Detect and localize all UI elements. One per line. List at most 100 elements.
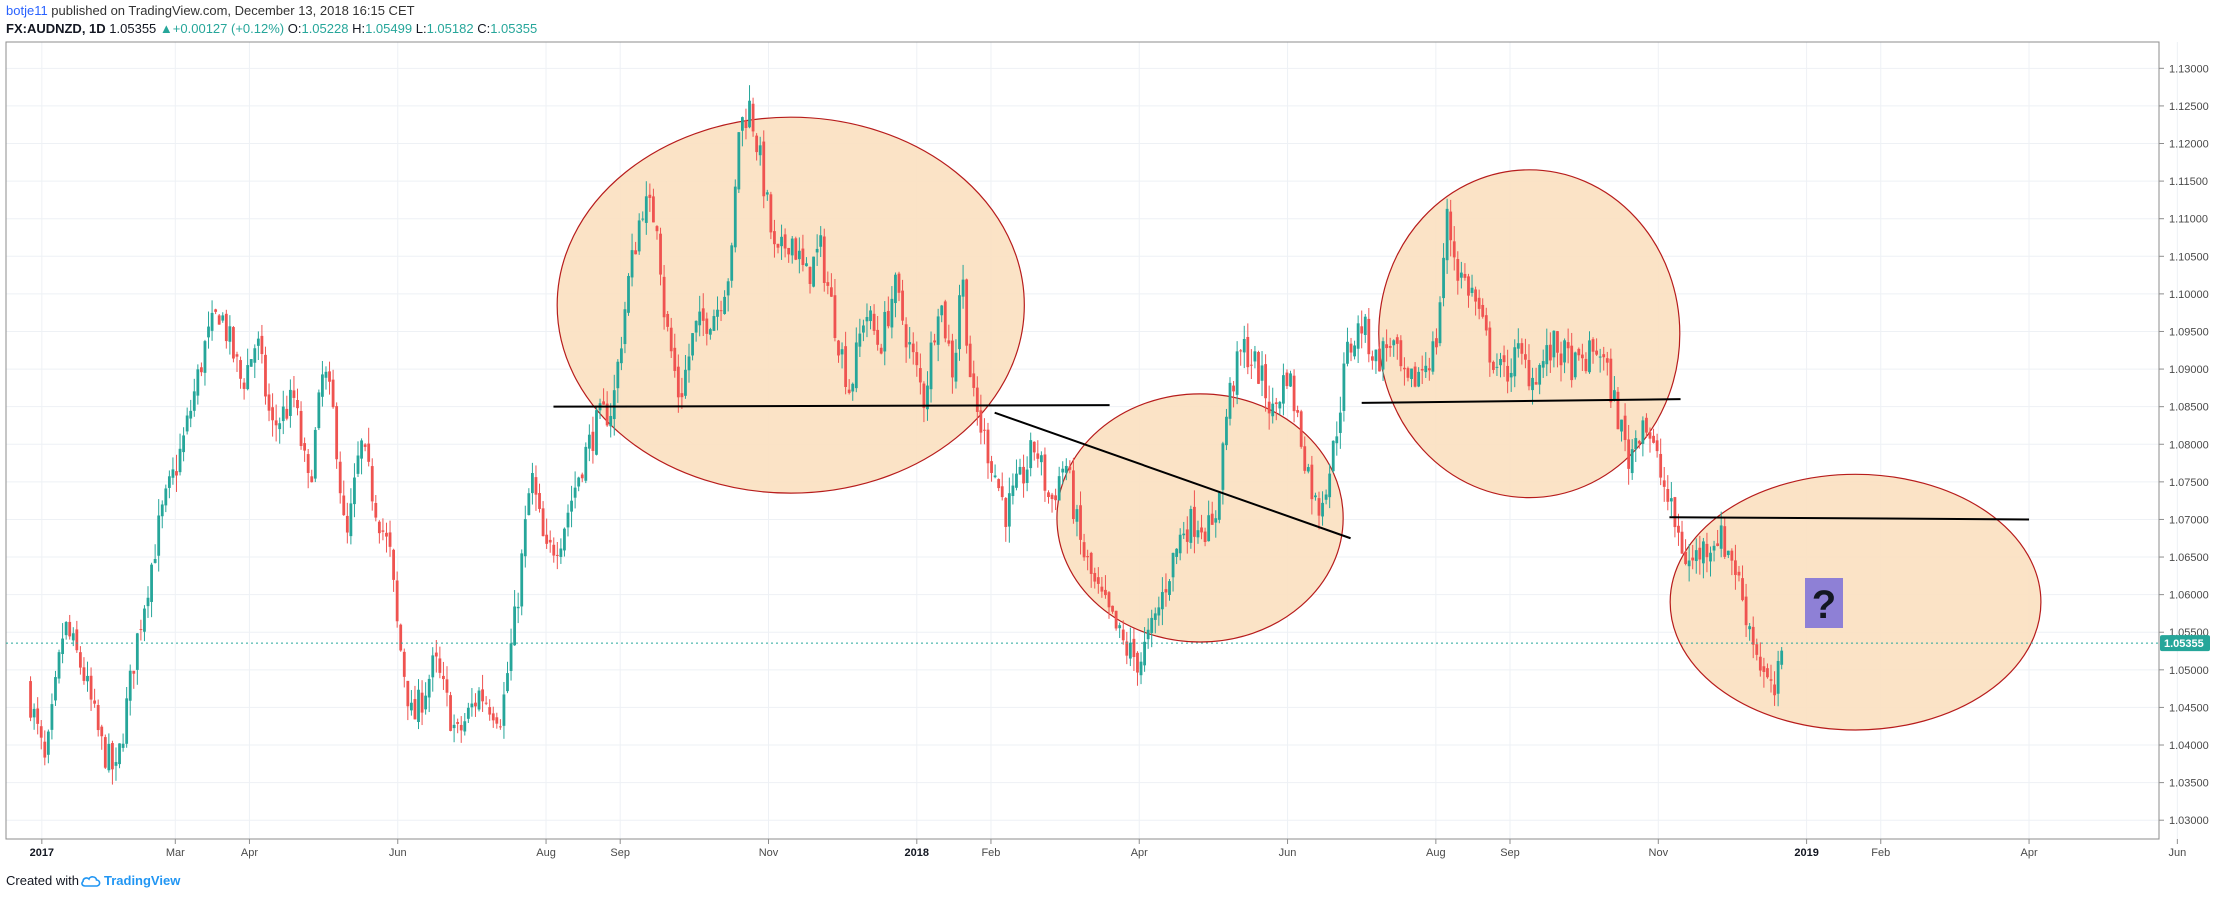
candle-body [1385,344,1389,349]
candle-body [730,245,734,281]
candle-body [1036,453,1040,459]
candle-body [573,487,577,498]
candle-body [392,549,395,580]
candle-body [1314,495,1317,498]
candle-body [356,455,360,474]
candle-body [876,329,880,345]
candle-body [527,493,531,516]
candle-body [513,606,517,646]
candle-body [217,315,221,325]
candle-body [662,276,666,318]
candle-body [303,443,307,451]
y-tick-label: 1.03000 [2169,815,2209,827]
candle-body [228,326,232,342]
candle-body [968,343,972,378]
trend-lines[interactable] [553,398,2030,540]
candle-body [1257,352,1260,384]
pattern-ellipses[interactable] [556,116,2042,731]
candle-body [1335,436,1339,444]
candle-body [175,471,178,476]
candle-body [1296,410,1300,413]
candle-body [1025,469,1029,483]
y-tick-label: 1.13000 [2169,63,2209,75]
symbol-interval[interactable]: FX:AUDNZD, 1D [6,21,106,36]
pattern-ellipse [1669,473,2042,731]
candle-body [267,394,271,411]
candle-body [466,707,470,719]
candle-body [926,385,929,410]
candle-body [61,638,64,655]
open-value: 1.05228 [301,21,349,36]
candle-body [36,708,40,724]
candle-body [534,477,538,495]
close-value: 1.05355 [490,21,538,36]
candle-body [1762,666,1766,672]
candle-body [630,250,634,278]
candle-body [86,675,89,682]
candle-body [1684,551,1687,564]
candle-body [239,360,242,379]
candle-body [1531,377,1534,391]
candle-body [1652,435,1655,443]
candle-body [46,731,50,755]
candle-body [150,564,153,602]
candle-body [406,680,410,707]
candle-body [1716,543,1720,546]
candle-body [164,488,168,506]
candle-body [523,519,527,557]
candle-body [143,608,146,632]
candle-body [50,704,54,730]
candle-body [908,342,912,345]
candle-body [716,309,719,317]
candle-body [1267,401,1271,414]
candle-body [616,361,620,389]
candle-body [801,248,805,266]
candle-body [901,290,904,321]
candle-body [1189,508,1193,543]
candle-body [1039,455,1043,463]
candle-body [1150,617,1154,633]
candle-body [1171,552,1175,578]
candle-body [787,247,791,255]
candle-body [1609,358,1613,403]
price-axis[interactable]: 1.13000 1.12500 1.12000 1.11500 1.11000 1.105… [2159,63,2209,827]
candle-body [132,670,136,674]
cloud-icon [81,876,101,887]
candle-body [1438,302,1442,344]
candle-body [979,410,983,433]
candle-body [1420,368,1424,371]
candle-body [986,429,990,464]
candle-body [1424,365,1428,373]
time-axis[interactable]: 2017 Mar Apr Jun Aug Sep Nov 2018 Feb Apr Jun Aug Se… [30,839,2187,859]
candle-body [840,349,844,355]
candle-body [1157,607,1161,616]
candle-body [470,703,474,708]
last-price-tag-bg [2160,635,2210,652]
candle-body [1730,550,1734,561]
candle-body [353,477,356,505]
candle-body [851,383,855,392]
candle-body [495,717,499,724]
candle-body [602,401,605,405]
x-tick-label: 2017 [30,847,54,859]
candle-body [1285,372,1289,387]
candle-body [463,721,467,732]
candle-body [1111,605,1114,612]
candle-body [413,699,417,720]
candle-body [1413,366,1417,387]
candle-body [595,410,598,455]
y-tick-label: 1.09000 [2169,364,2209,376]
candle-body [1004,498,1008,527]
candle-body [1538,365,1542,385]
candle-body [1459,272,1463,278]
candle-body [210,312,214,331]
question-box[interactable]: ? [1805,578,1843,628]
candle-body [75,629,79,651]
tradingview-logo[interactable]: TradingView [81,873,180,889]
candle-body [1175,548,1179,557]
candle-body [1687,560,1691,567]
candle-body [1128,642,1132,659]
author-link[interactable]: botje11 [6,3,48,18]
candle-body [214,309,218,312]
